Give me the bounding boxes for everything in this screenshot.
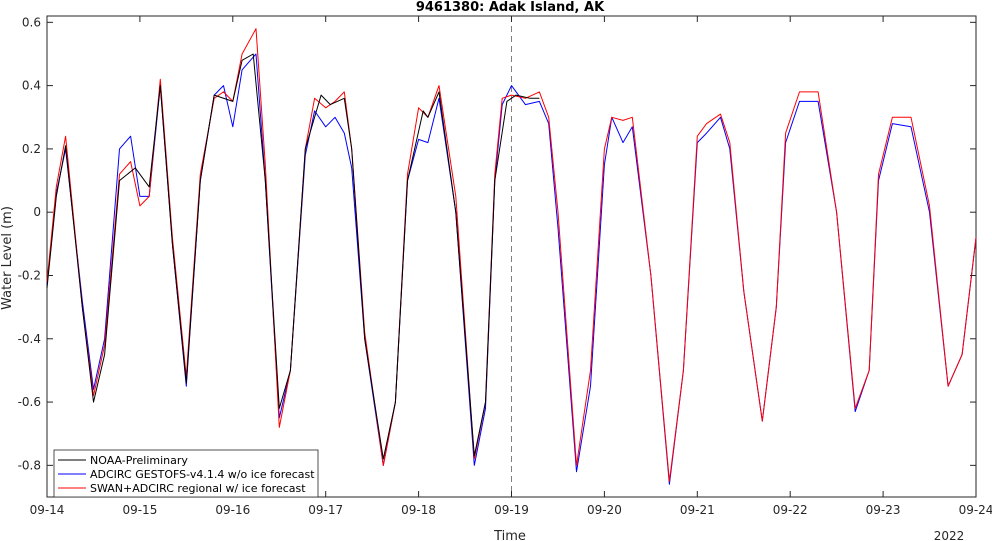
x-tick-label: 09-18 [401, 503, 436, 517]
legend-label: ADCIRC GESTOFS-v4.1.4 w/o ice forecast [90, 468, 315, 481]
y-tick-label: -0.2 [18, 268, 41, 282]
series-line-0 [46, 53, 540, 460]
legend-box [53, 449, 319, 498]
x-tick-label: 09-21 [680, 503, 715, 517]
y-tick-label: 0.2 [22, 142, 41, 156]
y-tick-label: -0.4 [18, 332, 41, 346]
y-tick-label: -0.8 [18, 458, 41, 472]
x-tick-label: 09-16 [215, 503, 250, 517]
x-year-label: 2022 [934, 529, 965, 541]
x-tick-label: 09-17 [308, 503, 343, 517]
y-tick-label: 0 [33, 205, 41, 219]
x-tick-label: 09-22 [773, 503, 808, 517]
x-tick-label: 09-23 [866, 503, 901, 517]
y-tick-label: 0.6 [22, 15, 41, 29]
x-tick-label: 09-20 [587, 503, 622, 517]
y-tick-label: -0.6 [18, 395, 41, 409]
chart-title: 9461380: Adak Island, AK [416, 0, 605, 15]
x-tick-label: 09-15 [122, 503, 157, 517]
y-tick-label: 0.4 [22, 79, 41, 93]
x-tick-label: 09-24 [959, 503, 992, 517]
x-tick-label: 09-14 [30, 503, 65, 517]
legend-label: NOAA-Preliminary [90, 454, 188, 467]
y-axis-title: Water Level (m) [0, 206, 15, 310]
x-axis-title: Time [493, 529, 526, 541]
legend-label: SWAN+ADCIRC regional w/ ice forecast [90, 482, 306, 495]
x-tick-label: 09-19 [494, 503, 529, 517]
